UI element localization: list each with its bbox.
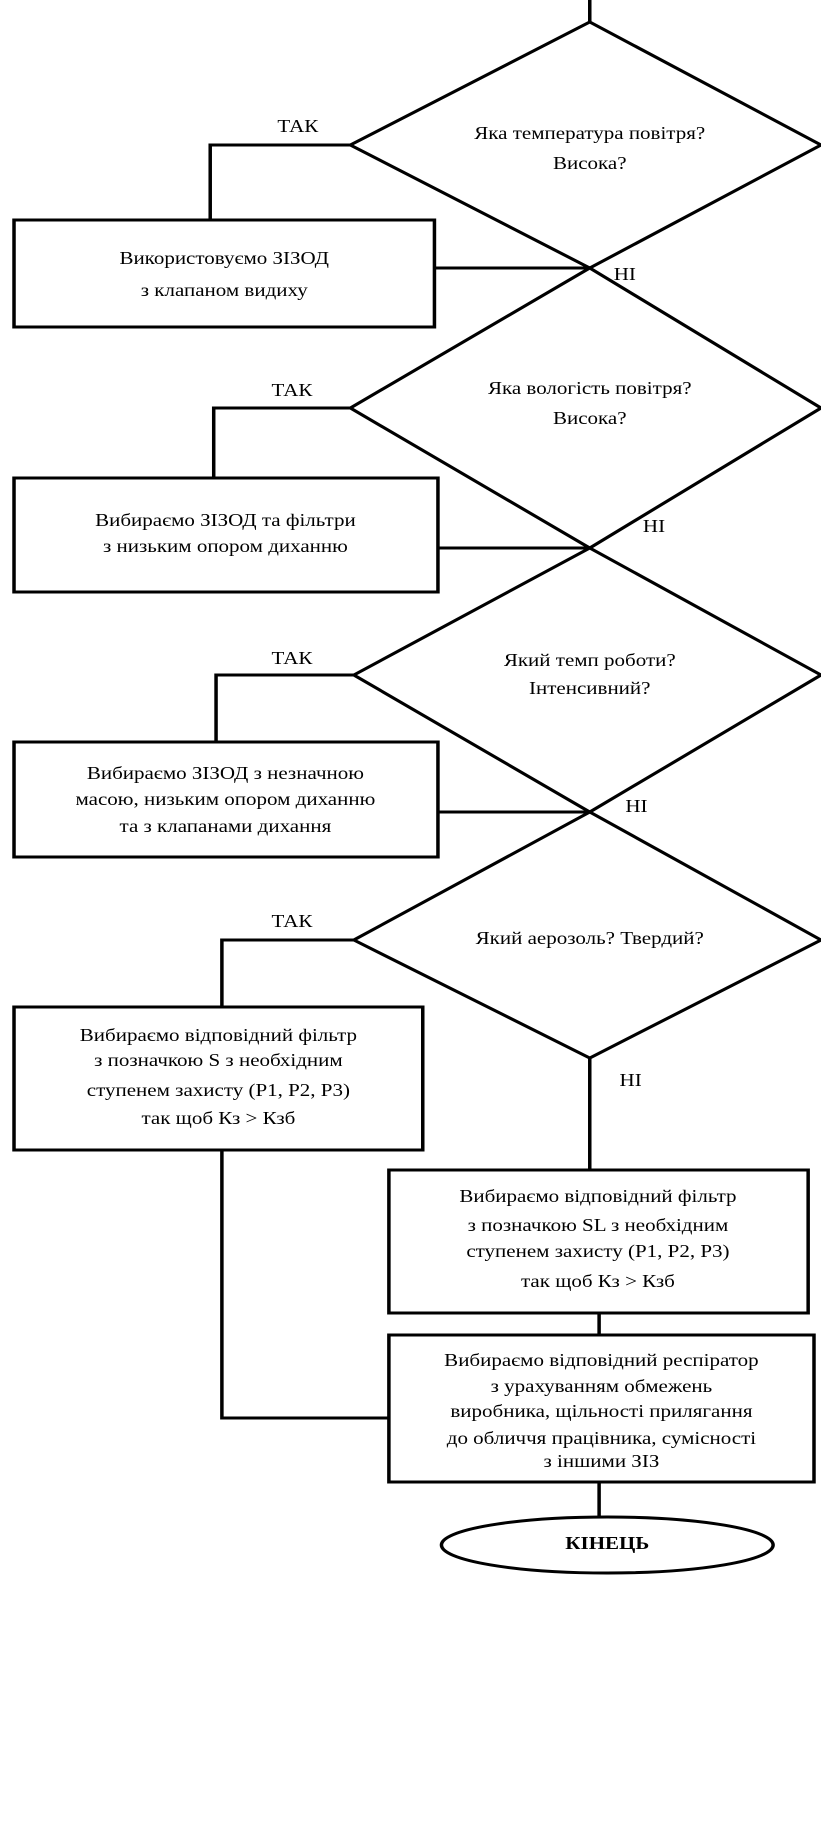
- node-text: Вибираємо відповідний фільтр: [80, 1026, 357, 1045]
- node-text: з клапаном видиху: [141, 281, 308, 300]
- connector: [214, 673, 354, 742]
- node-text: Яка вологість повітря?: [488, 379, 692, 398]
- node-text: Вибираємо відповідний респіратор: [444, 1351, 759, 1370]
- node-text: з позначкою SL з необхідним: [468, 1216, 729, 1235]
- terminator: [439, 1515, 775, 1575]
- node-text: ступенем захисту (P1, P2, P3): [466, 1242, 729, 1261]
- no-label: НІ: [625, 797, 647, 816]
- process: [12, 476, 440, 594]
- node-text: Висока?: [553, 154, 627, 173]
- node-text: Яка температура повітря?: [474, 124, 705, 143]
- decision: [350, 810, 821, 1060]
- node-text: так щоб Кз > Кзб: [141, 1109, 295, 1128]
- no-label: НІ: [643, 517, 665, 536]
- node-text: масою, низьким опором диханню: [76, 790, 376, 809]
- connector: [208, 143, 351, 220]
- no-label: НІ: [614, 265, 636, 284]
- yes-label: ТАК: [271, 381, 313, 400]
- process: [387, 1168, 810, 1315]
- node-text: Вибираємо ЗІЗОД та фільтри: [95, 511, 356, 530]
- node-text: виробника, щільності прилягання: [450, 1402, 752, 1421]
- node-text: Який аерозоль? Твердий?: [476, 929, 704, 948]
- node-text: Вибираємо ЗІЗОД з незначною: [87, 764, 364, 783]
- node-text: з низьким опором диханню: [103, 537, 348, 556]
- node-text: з урахуванням обмежень: [491, 1377, 713, 1396]
- connector: [220, 1150, 389, 1420]
- node-text: Висока?: [553, 409, 627, 428]
- yes-label: ТАК: [277, 117, 319, 136]
- connector: [220, 938, 354, 1007]
- yes-label: ТАК: [271, 649, 313, 668]
- process: [387, 1333, 816, 1484]
- node-text: Використовуємо ЗІЗОД: [119, 249, 329, 268]
- node-text: КІНЕЦЬ: [565, 1534, 649, 1553]
- no-label: НІ: [620, 1071, 642, 1090]
- node-text: так щоб Кз > Кзб: [521, 1272, 675, 1291]
- node-text: до обличчя працівника, сумісності: [447, 1429, 757, 1448]
- process: [12, 1005, 425, 1152]
- node-text: ступенем захисту (P1, P2, P3): [87, 1081, 350, 1100]
- node-text: та з клапанами дихання: [120, 817, 332, 836]
- shapes: [12, 20, 821, 1575]
- process: [12, 218, 437, 329]
- node-text: з іншими ЗІЗ: [544, 1452, 660, 1471]
- connector: [211, 406, 351, 478]
- node-text: Який темп роботи?: [504, 651, 676, 670]
- node-text: Вибираємо відповідний фільтр: [459, 1187, 736, 1206]
- process: [12, 740, 440, 859]
- yes-label: ТАК: [271, 912, 313, 931]
- node-text: з позначкою S з необхідним: [94, 1051, 343, 1070]
- connectors: [208, 0, 601, 1518]
- node-text: Інтенсивний?: [529, 679, 650, 698]
